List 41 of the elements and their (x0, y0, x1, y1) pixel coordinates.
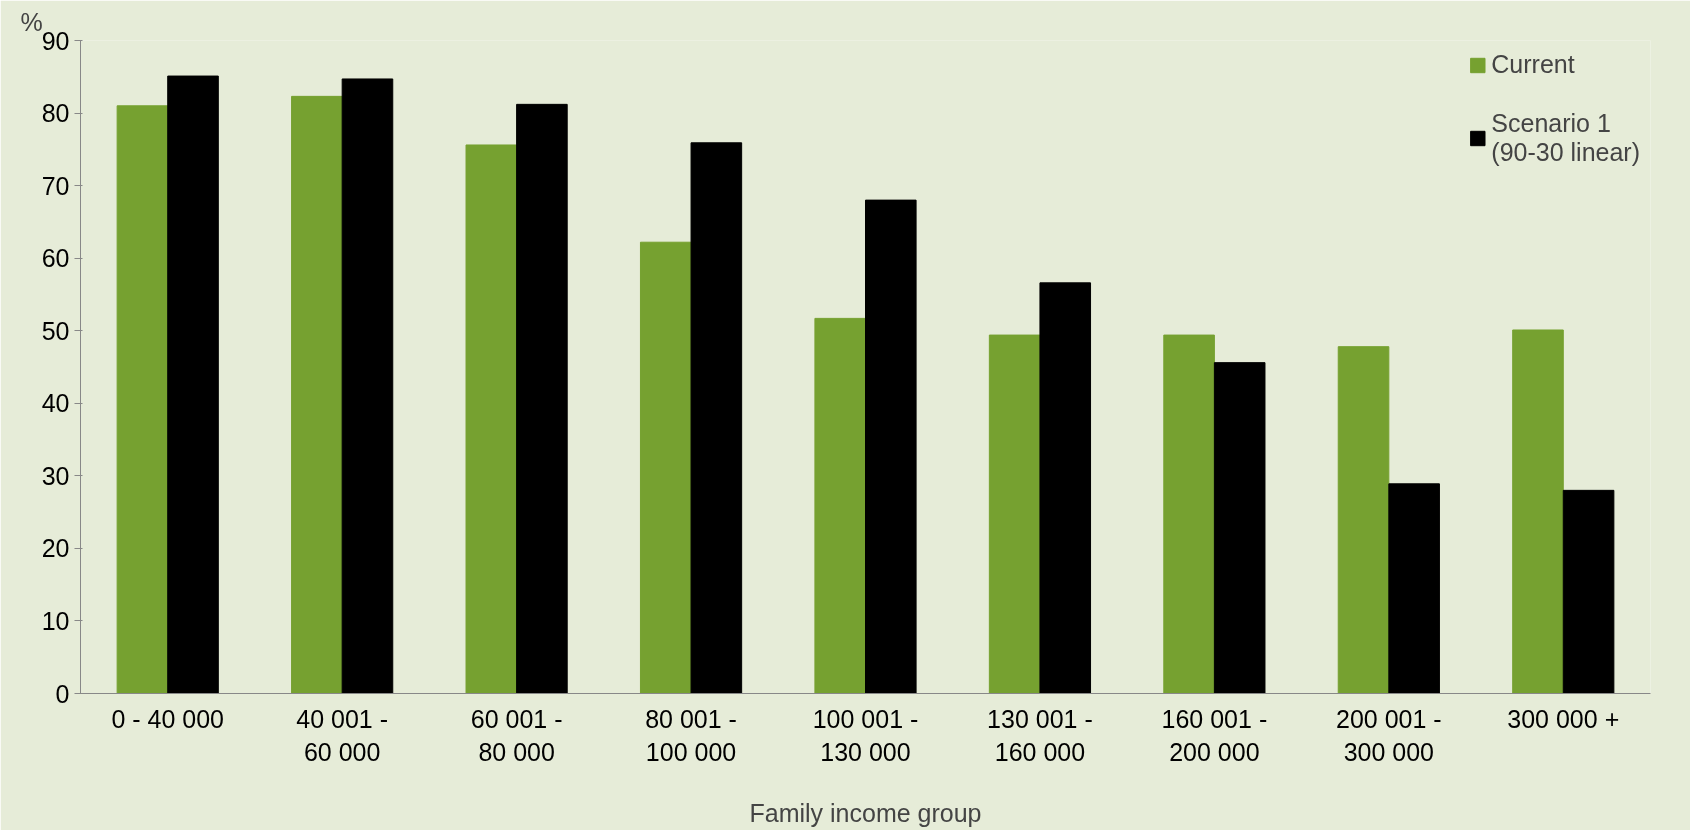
x-tick-label: 130 001 - 160 000 (987, 704, 1093, 767)
y-axis-title: % (20, 7, 43, 36)
bar (167, 75, 219, 694)
x-axis-title: Family income group (749, 799, 982, 828)
bar (465, 144, 518, 694)
x-tick-label: 300 000 + (1507, 704, 1620, 733)
bar (516, 103, 568, 694)
y-tick-label: 40 (41, 389, 70, 418)
bar (865, 199, 917, 694)
bar (1337, 346, 1390, 694)
bar (814, 317, 866, 694)
x-tick-label: 80 001 - 100 000 (645, 704, 737, 767)
bar (341, 78, 394, 694)
bar (291, 95, 343, 694)
y-tick-label: 90 (41, 26, 70, 55)
x-tick-label: 200 001 - 300 000 (1336, 704, 1442, 767)
legend-label: Scenario 1 (90-30 linear) (1491, 109, 1640, 167)
bar (1512, 329, 1564, 694)
x-tick-label: 40 001 - 60 000 (296, 704, 389, 767)
y-tick-label: 50 (41, 316, 70, 345)
y-tick-label: 10 (41, 606, 70, 635)
x-tick-label: 60 001 - 80 000 (470, 704, 563, 767)
y-tick-label: 80 (41, 99, 70, 128)
y-tick-label: 30 (41, 461, 70, 490)
y-tick-label: 70 (41, 171, 70, 200)
bar (1388, 483, 1440, 694)
bar (639, 241, 692, 694)
bar (116, 105, 169, 694)
x-tick-label: 0 - 40 000 (111, 704, 225, 733)
x-tick-label: 160 001 - 200 000 (1161, 704, 1268, 767)
bar (1039, 282, 1092, 694)
y-tick-label: 0 (55, 679, 70, 708)
legend-label: Current (1491, 50, 1575, 79)
y-tick-label: 20 (41, 534, 70, 563)
bar (1562, 489, 1615, 694)
x-tick-label: 100 001 - 130 000 (812, 704, 919, 767)
bar (988, 334, 1041, 694)
bar (1213, 362, 1266, 694)
bar (1163, 334, 1215, 694)
y-tick-label: 60 (41, 244, 70, 273)
bar (690, 142, 743, 694)
